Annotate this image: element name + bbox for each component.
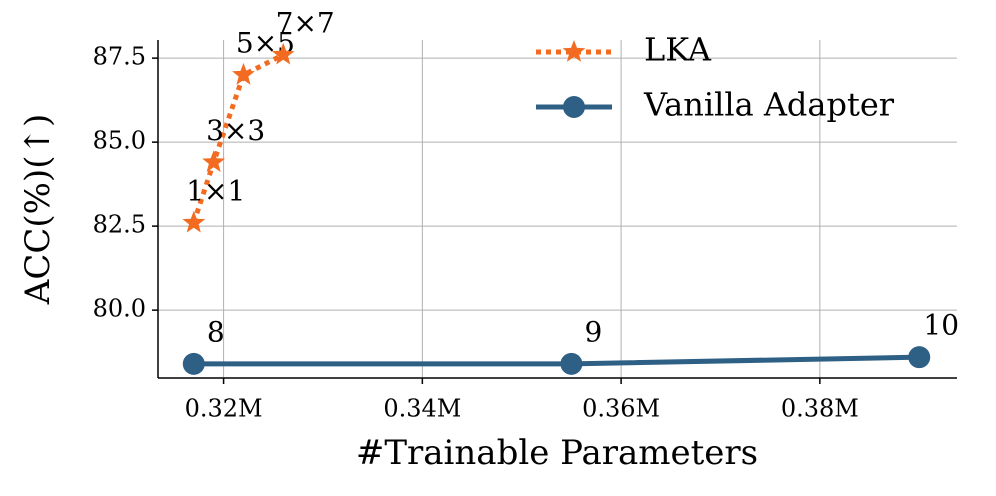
legend-marker [563,96,585,118]
data-point [560,352,583,375]
point-label: 7×7 [276,6,335,39]
data-point [202,150,226,172]
x-tick-label: 0.34M [383,395,461,423]
y-axis-label: ACC(%)(↑) [18,114,58,305]
y-tick-label: 87.5 [93,43,146,71]
x-tick-label: 0.32M [185,395,263,423]
legend-label: Vanilla Adapter [643,86,895,124]
point-label: 10 [923,309,959,342]
data-point [271,42,295,65]
x-axis-label: #Trainable Parameters [356,433,758,473]
series-line [193,354,920,367]
x-tick-label: 0.36M [582,395,660,423]
legend-label: LKA [644,31,712,69]
data-point [908,346,931,369]
x-tick-label: 0.38M [781,395,859,423]
data-point [182,352,205,375]
point-label: 3×3 [206,114,265,147]
point-label: 9 [584,315,602,348]
y-tick-label: 80.0 [93,295,146,323]
point-label: 1×1 [186,174,245,207]
point-label: 8 [207,315,225,348]
data-point [182,210,206,233]
y-tick-label: 85.0 [93,127,146,155]
legend-marker [562,40,586,62]
data-point [232,62,255,85]
y-tick-label: 82.5 [93,211,146,239]
series-line [191,52,285,224]
